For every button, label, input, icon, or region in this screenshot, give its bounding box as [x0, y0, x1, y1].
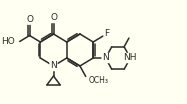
Text: O: O: [50, 14, 57, 22]
Text: N: N: [102, 53, 109, 63]
Text: HO: HO: [1, 37, 15, 46]
Text: OCH₃: OCH₃: [88, 76, 108, 85]
Text: N: N: [50, 61, 57, 71]
Text: NH: NH: [124, 53, 137, 63]
Text: O: O: [26, 15, 33, 24]
Text: F: F: [104, 30, 109, 38]
